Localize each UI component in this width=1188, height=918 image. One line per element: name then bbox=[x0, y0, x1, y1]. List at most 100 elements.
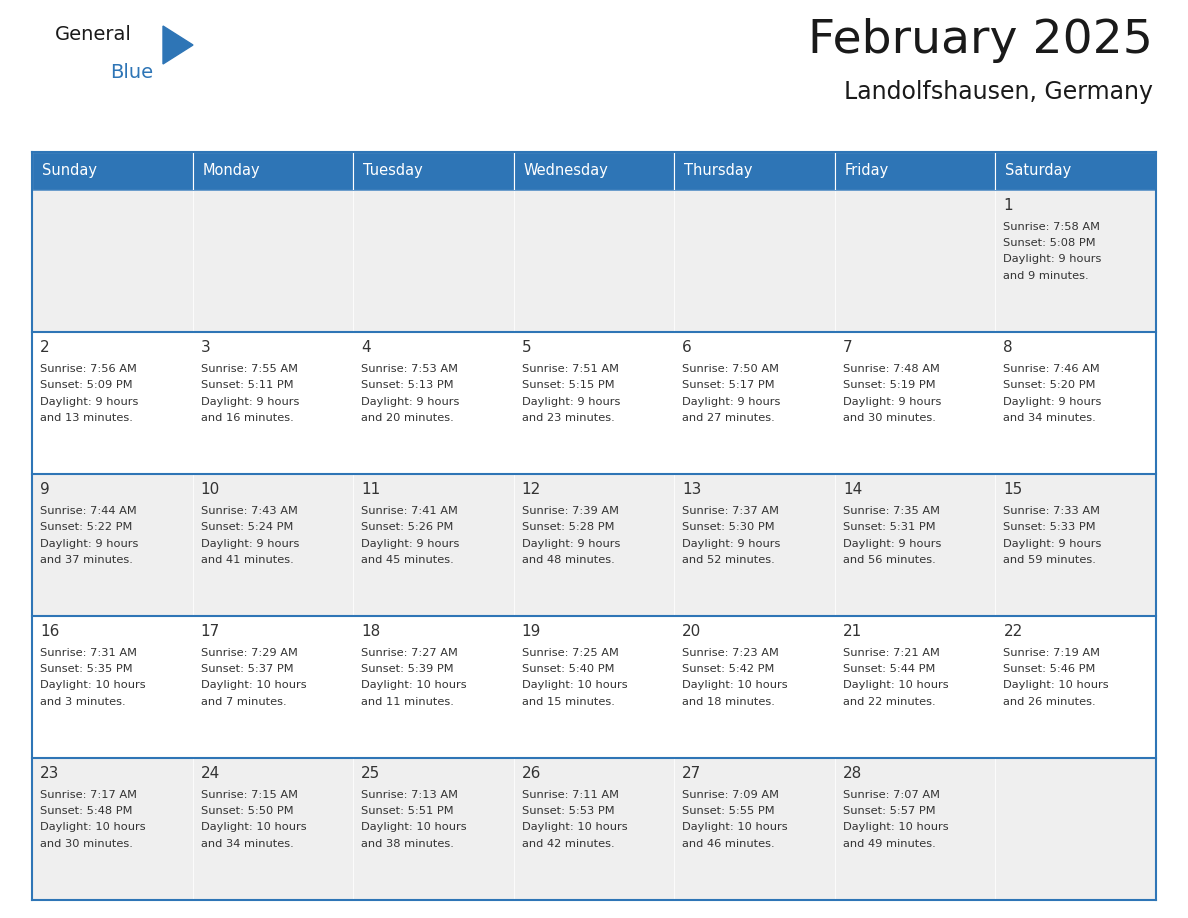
Text: Daylight: 9 hours: Daylight: 9 hours bbox=[522, 397, 620, 407]
Bar bbox=[996, 152, 1156, 190]
Text: Sunrise: 7:33 AM: Sunrise: 7:33 AM bbox=[1004, 506, 1100, 516]
Text: Sunset: 5:33 PM: Sunset: 5:33 PM bbox=[1004, 522, 1097, 532]
Text: 21: 21 bbox=[842, 624, 862, 639]
Bar bbox=[835, 152, 996, 190]
Bar bbox=[996, 758, 1156, 900]
Text: Daylight: 9 hours: Daylight: 9 hours bbox=[201, 397, 299, 407]
Text: 17: 17 bbox=[201, 624, 220, 639]
Text: 25: 25 bbox=[361, 766, 380, 781]
Bar bbox=[353, 616, 513, 758]
Text: Sunrise: 7:07 AM: Sunrise: 7:07 AM bbox=[842, 789, 940, 800]
Bar bbox=[675, 152, 835, 190]
Text: Sunset: 5:53 PM: Sunset: 5:53 PM bbox=[522, 806, 614, 816]
Text: 27: 27 bbox=[682, 766, 702, 781]
Text: Sunset: 5:30 PM: Sunset: 5:30 PM bbox=[682, 522, 775, 532]
Text: Daylight: 9 hours: Daylight: 9 hours bbox=[522, 539, 620, 548]
Text: Friday: Friday bbox=[845, 163, 889, 178]
Bar bbox=[675, 616, 835, 758]
Text: Monday: Monday bbox=[203, 163, 260, 178]
Bar bbox=[32, 474, 192, 616]
Text: Sunrise: 7:15 AM: Sunrise: 7:15 AM bbox=[201, 789, 297, 800]
Text: 14: 14 bbox=[842, 482, 862, 497]
Bar bbox=[675, 190, 835, 332]
Text: and 3 minutes.: and 3 minutes. bbox=[40, 697, 126, 707]
Text: and 46 minutes.: and 46 minutes. bbox=[682, 839, 775, 849]
Text: 8: 8 bbox=[1004, 340, 1013, 355]
Text: Sunset: 5:39 PM: Sunset: 5:39 PM bbox=[361, 664, 454, 674]
Polygon shape bbox=[163, 26, 192, 64]
Text: and 34 minutes.: and 34 minutes. bbox=[201, 839, 293, 849]
Text: Sunset: 5:26 PM: Sunset: 5:26 PM bbox=[361, 522, 454, 532]
Bar bbox=[353, 474, 513, 616]
Bar bbox=[835, 474, 996, 616]
Text: Sunset: 5:40 PM: Sunset: 5:40 PM bbox=[522, 664, 614, 674]
Text: Daylight: 9 hours: Daylight: 9 hours bbox=[40, 539, 138, 548]
Text: Sunrise: 7:48 AM: Sunrise: 7:48 AM bbox=[842, 364, 940, 374]
Text: and 37 minutes.: and 37 minutes. bbox=[40, 555, 133, 565]
Text: and 59 minutes.: and 59 minutes. bbox=[1004, 555, 1097, 565]
Text: Sunrise: 7:44 AM: Sunrise: 7:44 AM bbox=[40, 506, 137, 516]
Bar bbox=[513, 758, 675, 900]
Text: Saturday: Saturday bbox=[1005, 163, 1072, 178]
Text: General: General bbox=[55, 25, 132, 44]
Bar bbox=[32, 758, 192, 900]
Text: and 42 minutes.: and 42 minutes. bbox=[522, 839, 614, 849]
Text: Daylight: 9 hours: Daylight: 9 hours bbox=[842, 397, 941, 407]
Text: Daylight: 10 hours: Daylight: 10 hours bbox=[842, 680, 948, 690]
Text: Daylight: 10 hours: Daylight: 10 hours bbox=[40, 680, 146, 690]
Text: 1: 1 bbox=[1004, 198, 1013, 213]
Text: Daylight: 10 hours: Daylight: 10 hours bbox=[201, 823, 307, 833]
Text: Sunset: 5:20 PM: Sunset: 5:20 PM bbox=[1004, 380, 1095, 390]
Text: and 16 minutes.: and 16 minutes. bbox=[201, 413, 293, 423]
Text: and 18 minutes.: and 18 minutes. bbox=[682, 697, 775, 707]
Text: and 7 minutes.: and 7 minutes. bbox=[201, 697, 286, 707]
Text: Sunset: 5:50 PM: Sunset: 5:50 PM bbox=[201, 806, 293, 816]
Text: Daylight: 10 hours: Daylight: 10 hours bbox=[522, 680, 627, 690]
Text: Sunrise: 7:25 AM: Sunrise: 7:25 AM bbox=[522, 647, 619, 657]
Bar bbox=[192, 332, 353, 474]
Text: Sunrise: 7:58 AM: Sunrise: 7:58 AM bbox=[1004, 221, 1100, 231]
Bar bbox=[513, 616, 675, 758]
Bar bbox=[353, 190, 513, 332]
Text: and 27 minutes.: and 27 minutes. bbox=[682, 413, 775, 423]
Text: Daylight: 9 hours: Daylight: 9 hours bbox=[201, 539, 299, 548]
Text: Daylight: 9 hours: Daylight: 9 hours bbox=[1004, 539, 1101, 548]
Text: Thursday: Thursday bbox=[684, 163, 753, 178]
Text: and 15 minutes.: and 15 minutes. bbox=[522, 697, 614, 707]
Text: Wednesday: Wednesday bbox=[524, 163, 608, 178]
Text: Daylight: 9 hours: Daylight: 9 hours bbox=[1004, 397, 1101, 407]
Text: Sunrise: 7:11 AM: Sunrise: 7:11 AM bbox=[522, 789, 619, 800]
Text: Sunrise: 7:56 AM: Sunrise: 7:56 AM bbox=[40, 364, 137, 374]
Text: 20: 20 bbox=[682, 624, 702, 639]
Text: Sunset: 5:09 PM: Sunset: 5:09 PM bbox=[40, 380, 133, 390]
Text: Sunrise: 7:50 AM: Sunrise: 7:50 AM bbox=[682, 364, 779, 374]
Text: Sunrise: 7:41 AM: Sunrise: 7:41 AM bbox=[361, 506, 459, 516]
Text: and 30 minutes.: and 30 minutes. bbox=[40, 839, 133, 849]
Text: Sunset: 5:19 PM: Sunset: 5:19 PM bbox=[842, 380, 935, 390]
Text: Sunrise: 7:21 AM: Sunrise: 7:21 AM bbox=[842, 647, 940, 657]
Text: Sunrise: 7:23 AM: Sunrise: 7:23 AM bbox=[682, 647, 779, 657]
Text: Sunday: Sunday bbox=[42, 163, 97, 178]
Text: Daylight: 9 hours: Daylight: 9 hours bbox=[682, 539, 781, 548]
Bar bbox=[835, 332, 996, 474]
Text: Sunrise: 7:09 AM: Sunrise: 7:09 AM bbox=[682, 789, 779, 800]
Bar bbox=[192, 190, 353, 332]
Text: and 41 minutes.: and 41 minutes. bbox=[201, 555, 293, 565]
Text: and 11 minutes.: and 11 minutes. bbox=[361, 697, 454, 707]
Text: Sunset: 5:48 PM: Sunset: 5:48 PM bbox=[40, 806, 133, 816]
Text: Sunrise: 7:13 AM: Sunrise: 7:13 AM bbox=[361, 789, 459, 800]
Text: Sunset: 5:22 PM: Sunset: 5:22 PM bbox=[40, 522, 132, 532]
Bar bbox=[996, 616, 1156, 758]
Text: Sunrise: 7:19 AM: Sunrise: 7:19 AM bbox=[1004, 647, 1100, 657]
Text: Sunset: 5:31 PM: Sunset: 5:31 PM bbox=[842, 522, 935, 532]
Bar bbox=[192, 758, 353, 900]
Text: Sunrise: 7:39 AM: Sunrise: 7:39 AM bbox=[522, 506, 619, 516]
Bar bbox=[513, 190, 675, 332]
Text: 2: 2 bbox=[40, 340, 50, 355]
Text: and 52 minutes.: and 52 minutes. bbox=[682, 555, 775, 565]
Text: Daylight: 10 hours: Daylight: 10 hours bbox=[682, 823, 788, 833]
Text: Daylight: 10 hours: Daylight: 10 hours bbox=[522, 823, 627, 833]
Bar bbox=[353, 152, 513, 190]
Text: and 26 minutes.: and 26 minutes. bbox=[1004, 697, 1097, 707]
Text: 12: 12 bbox=[522, 482, 541, 497]
